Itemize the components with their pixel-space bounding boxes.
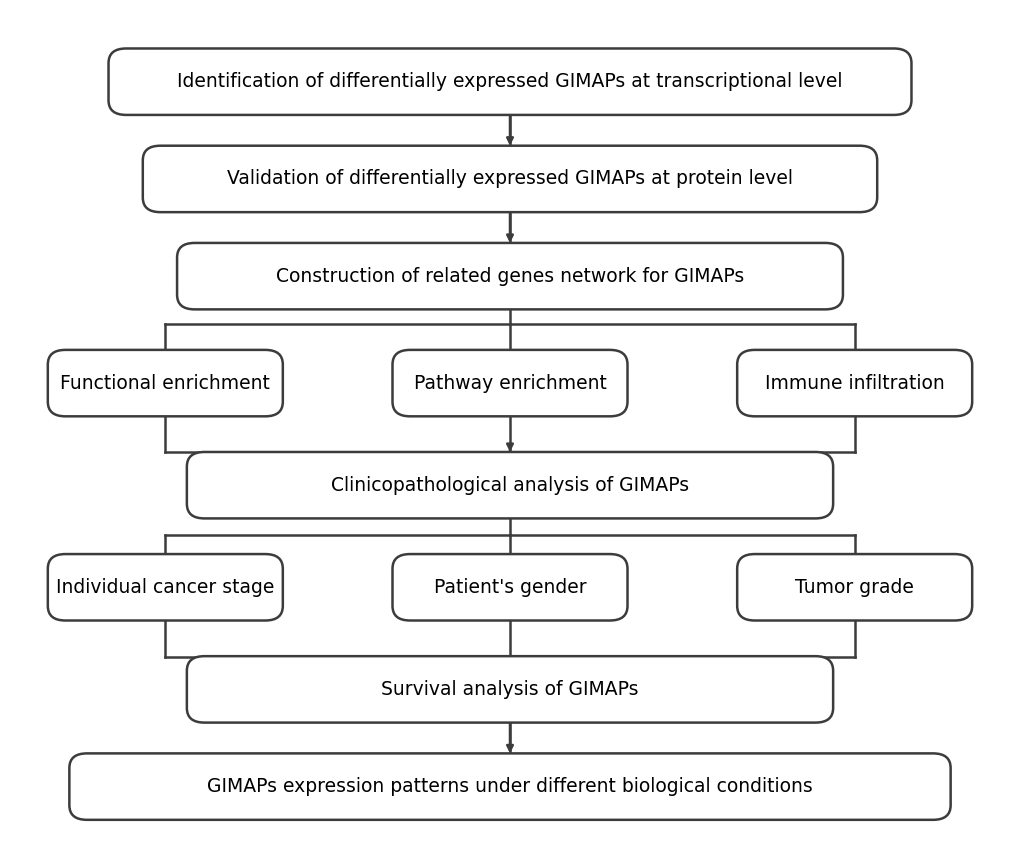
FancyBboxPatch shape bbox=[737, 350, 971, 416]
Text: Validation of differentially expressed GIMAPs at protein level: Validation of differentially expressed G… bbox=[227, 170, 792, 188]
FancyBboxPatch shape bbox=[186, 656, 833, 722]
Text: Construction of related genes network for GIMAPs: Construction of related genes network fo… bbox=[275, 267, 744, 285]
FancyBboxPatch shape bbox=[108, 48, 911, 115]
Text: Individual cancer stage: Individual cancer stage bbox=[56, 578, 274, 597]
Text: Functional enrichment: Functional enrichment bbox=[60, 374, 270, 392]
FancyBboxPatch shape bbox=[177, 243, 842, 310]
Text: Survival analysis of GIMAPs: Survival analysis of GIMAPs bbox=[381, 680, 638, 699]
Text: Patient's gender: Patient's gender bbox=[433, 578, 586, 597]
Text: Immune infiltration: Immune infiltration bbox=[764, 374, 944, 392]
Text: Clinicopathological analysis of GIMAPs: Clinicopathological analysis of GIMAPs bbox=[330, 476, 689, 495]
FancyBboxPatch shape bbox=[48, 350, 282, 416]
Text: Identification of differentially expressed GIMAPs at transcriptional level: Identification of differentially express… bbox=[177, 73, 842, 91]
Text: Tumor grade: Tumor grade bbox=[795, 578, 913, 597]
FancyBboxPatch shape bbox=[737, 554, 971, 620]
FancyBboxPatch shape bbox=[143, 146, 876, 212]
FancyBboxPatch shape bbox=[392, 554, 627, 620]
FancyBboxPatch shape bbox=[69, 754, 950, 820]
FancyBboxPatch shape bbox=[48, 554, 282, 620]
FancyBboxPatch shape bbox=[392, 350, 627, 416]
FancyBboxPatch shape bbox=[186, 452, 833, 518]
Text: GIMAPs expression patterns under different biological conditions: GIMAPs expression patterns under differe… bbox=[207, 777, 812, 796]
Text: Pathway enrichment: Pathway enrichment bbox=[413, 374, 606, 392]
